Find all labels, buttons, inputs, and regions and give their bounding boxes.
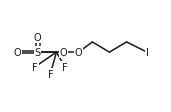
- Text: S: S: [35, 48, 41, 58]
- Text: F: F: [32, 62, 38, 72]
- Text: I: I: [146, 48, 148, 58]
- Text: O: O: [13, 48, 21, 58]
- Text: F: F: [62, 62, 68, 72]
- Text: F: F: [48, 69, 53, 79]
- Text: O: O: [34, 33, 41, 43]
- Text: O: O: [75, 48, 82, 58]
- Text: O: O: [60, 48, 67, 58]
